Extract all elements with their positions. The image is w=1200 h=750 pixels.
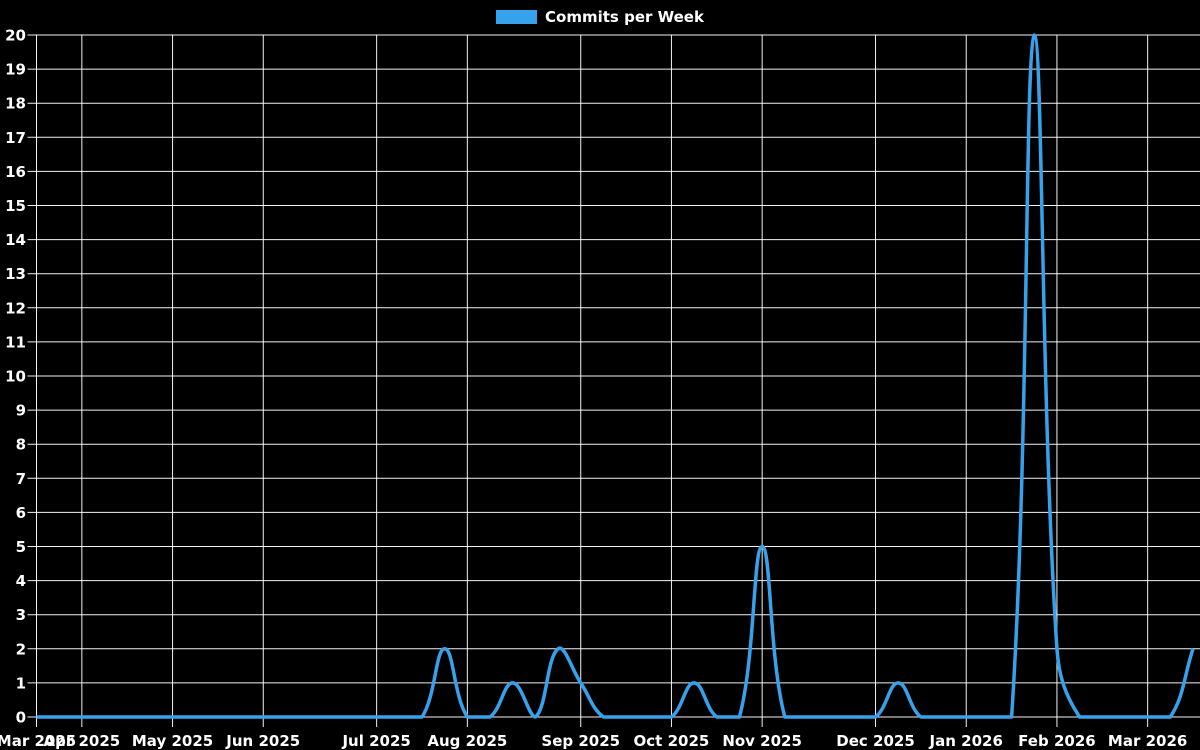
legend-label: Commits per Week [545, 8, 704, 26]
y-axis-tick-label: 3 [16, 606, 26, 624]
chart-legend-item[interactable]: Commits per Week [0, 8, 1200, 26]
y-axis-tick-label: 17 [5, 129, 26, 147]
y-axis-tick-label: 4 [16, 572, 26, 590]
x-axis-tick-label: Mar 2026 [1108, 732, 1187, 750]
x-axis-tick-label: Sep 2025 [541, 732, 620, 750]
x-axis-tick-label: May 2025 [132, 732, 213, 750]
y-axis-tick-label: 16 [5, 163, 26, 181]
x-axis-tick-label: Oct 2025 [634, 732, 710, 750]
x-axis-tick-label: Jan 2026 [929, 732, 1003, 750]
x-axis-tick-label: Nov 2025 [722, 732, 802, 750]
y-axis-tick-label: 0 [16, 709, 26, 727]
y-axis-tick-label: 1 [16, 674, 26, 692]
x-axis-tick-label: Jun 2025 [225, 732, 300, 750]
y-axis-tick-label: 9 [16, 402, 26, 420]
x-axis-tick-label: Aug 2025 [427, 732, 507, 750]
y-axis-tick-label: 7 [16, 470, 26, 488]
x-axis-tick-label: Dec 2025 [836, 732, 915, 750]
y-axis-tick-label: 8 [16, 436, 26, 454]
y-axis-tick-label: 13 [5, 265, 26, 283]
y-axis-tick-label: 10 [5, 368, 26, 386]
legend-swatch [496, 10, 538, 24]
y-axis-tick-label: 12 [5, 299, 26, 317]
y-axis-tick-label: 2 [16, 640, 26, 658]
y-axis-tick-label: 6 [16, 504, 26, 522]
commits-line-series [36, 33, 1195, 719]
y-axis-tick-label: 15 [5, 197, 26, 215]
x-axis-tick-label: Apr 2025 [43, 732, 120, 750]
y-axis-tick-label: 19 [5, 61, 26, 79]
x-axis-tick-label: Jul 2025 [341, 732, 410, 750]
y-axis-tick-label: 18 [5, 95, 26, 113]
y-axis-tick-label: 20 [5, 27, 26, 45]
x-axis-tick-label: Mar 2025 [0, 732, 76, 750]
y-axis-tick-label: 5 [16, 538, 26, 556]
x-axis-tick-label: Feb 2026 [1018, 732, 1096, 750]
y-axis-tick-label: 11 [5, 333, 26, 351]
y-axis-tick-label: 14 [5, 231, 26, 249]
